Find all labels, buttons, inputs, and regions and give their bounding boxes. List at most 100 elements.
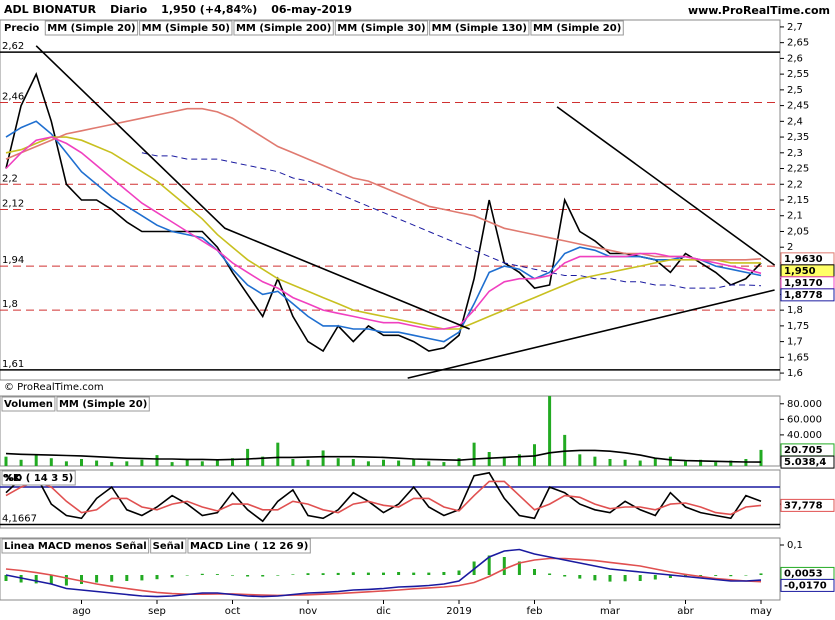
bar bbox=[80, 575, 83, 585]
bar bbox=[140, 575, 144, 581]
y-tick-label: 2,7 bbox=[787, 22, 803, 33]
last-value-label: -0,0170 bbox=[784, 580, 827, 591]
bar bbox=[759, 449, 763, 466]
level-label: 1,94 bbox=[2, 255, 24, 266]
bar bbox=[638, 460, 642, 466]
y-tick-label: 2,65 bbox=[787, 38, 809, 49]
bar bbox=[110, 575, 114, 582]
last-value-label: 20.705 bbox=[784, 445, 823, 456]
series-line bbox=[5, 107, 762, 261]
y-tick-label: 1,8 bbox=[787, 305, 803, 316]
y-tick-label: 0,1 bbox=[787, 540, 803, 551]
x-tick-label: sep bbox=[148, 606, 166, 617]
bar bbox=[336, 572, 340, 576]
y-tick-label: 40.000 bbox=[787, 430, 822, 441]
plot-area bbox=[4, 396, 763, 466]
legend-entry: MM (Simple 30) bbox=[337, 23, 425, 34]
bar bbox=[200, 573, 204, 576]
plot-area bbox=[4, 548, 763, 598]
last-value-label: 0,0053 bbox=[784, 568, 823, 579]
bar bbox=[125, 461, 129, 466]
level-label: 2,12 bbox=[2, 198, 24, 209]
header: ADL BIONATUR Diario 1,950 (+4,84%) 06-ma… bbox=[4, 3, 830, 17]
bar bbox=[744, 575, 748, 576]
bar bbox=[321, 450, 325, 466]
bar bbox=[125, 575, 129, 582]
legend-entry: MACD Line ( 12 26 9) bbox=[190, 541, 308, 552]
bar bbox=[291, 459, 295, 466]
y-tick-label: 1,7 bbox=[787, 337, 803, 348]
bar bbox=[593, 575, 597, 581]
bar bbox=[306, 459, 310, 466]
bar bbox=[185, 575, 189, 576]
bar bbox=[714, 575, 718, 576]
y-tick-label: 2,35 bbox=[787, 132, 809, 143]
bar bbox=[351, 572, 355, 576]
level-label: 2,62 bbox=[2, 41, 24, 52]
bar bbox=[578, 575, 582, 579]
y-tick-label: 2 bbox=[787, 242, 793, 253]
bar bbox=[155, 455, 159, 466]
legend-box bbox=[530, 20, 624, 36]
trendline bbox=[35, 45, 470, 330]
bar bbox=[80, 459, 83, 466]
bar bbox=[185, 459, 189, 466]
bar bbox=[155, 575, 159, 580]
bar bbox=[548, 573, 552, 576]
bar bbox=[472, 442, 476, 466]
bar bbox=[502, 456, 506, 466]
bar bbox=[336, 458, 340, 466]
bar bbox=[382, 459, 385, 466]
legend-entry: Señal bbox=[153, 541, 184, 552]
x-tick-label: mar bbox=[600, 606, 621, 617]
legend-entry: MM (Simple 50) bbox=[142, 23, 230, 34]
level-label: 4,1667 bbox=[2, 513, 37, 524]
bar bbox=[95, 575, 99, 583]
last-value-label: 37,778 bbox=[784, 500, 823, 511]
y-tick-label: 2,1 bbox=[787, 211, 803, 222]
y-tick-label: 2,45 bbox=[787, 101, 809, 112]
legend-box bbox=[44, 20, 139, 36]
series-line bbox=[5, 120, 762, 343]
bar bbox=[578, 454, 582, 466]
bar bbox=[442, 572, 446, 576]
y-tick-label: 2,2 bbox=[787, 179, 803, 190]
legend-box bbox=[139, 20, 233, 36]
y-tick-label: 2,25 bbox=[787, 164, 809, 175]
last-value-label: 1,9170 bbox=[784, 278, 823, 289]
plot-area bbox=[0, 471, 780, 526]
legend-entry: %K bbox=[3, 473, 22, 484]
bar bbox=[668, 456, 672, 466]
level-label: 1,8 bbox=[2, 299, 18, 310]
bar bbox=[366, 461, 370, 466]
bar bbox=[487, 555, 491, 576]
bar bbox=[4, 456, 8, 466]
bar bbox=[276, 442, 280, 466]
bar bbox=[759, 573, 763, 576]
bar bbox=[49, 458, 53, 466]
series-line bbox=[141, 152, 762, 289]
bar bbox=[4, 575, 8, 582]
bar bbox=[276, 575, 280, 576]
bar bbox=[412, 459, 416, 466]
bar bbox=[563, 575, 567, 577]
period: Diario bbox=[110, 3, 148, 16]
legend-entry: MM (Simple 200) bbox=[236, 23, 331, 34]
bar bbox=[397, 460, 401, 466]
legend-box bbox=[1, 470, 76, 486]
bar bbox=[321, 573, 325, 576]
x-tick-label: oct bbox=[225, 606, 241, 617]
bar bbox=[261, 456, 265, 466]
legend-entry: MM (Simple 20) bbox=[533, 23, 621, 34]
bar bbox=[502, 556, 506, 576]
bar bbox=[653, 458, 657, 466]
legend-entry: Volumen bbox=[4, 399, 53, 410]
series-line bbox=[5, 136, 761, 330]
bar bbox=[246, 448, 250, 466]
bar bbox=[215, 460, 219, 466]
legend-box bbox=[150, 538, 187, 554]
series-line bbox=[5, 548, 762, 598]
x-tick-label: abr bbox=[677, 606, 694, 617]
bar bbox=[200, 461, 204, 466]
legend-box bbox=[334, 20, 429, 36]
